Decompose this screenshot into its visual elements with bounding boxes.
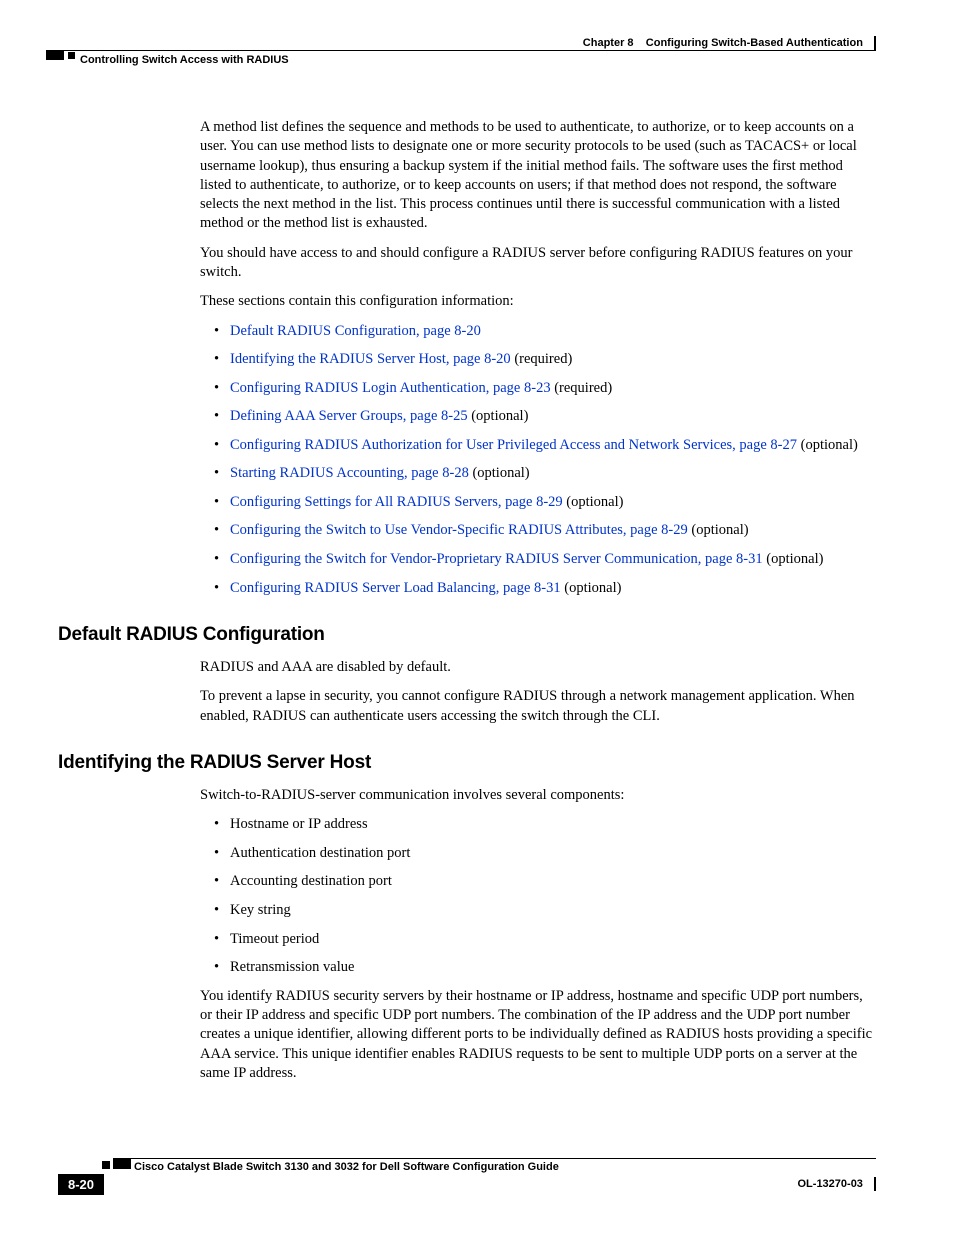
intro-paragraph-3: These sections contain this configuratio… <box>200 292 876 311</box>
toc-suffix: (optional) <box>561 580 622 596</box>
toc-item: Configuring Settings for All RADIUS Serv… <box>200 493 876 513</box>
sec2-p2: You identify RADIUS security servers by … <box>200 987 876 1083</box>
footer-rule-icon <box>874 1177 876 1191</box>
toc-item: Defining AAA Server Groups, page 8-25 (o… <box>200 407 876 427</box>
intro-paragraph-2: You should have access to and should con… <box>200 244 876 283</box>
toc-item: Configuring the Switch for Vendor-Propri… <box>200 550 876 570</box>
list-item: Authentication destination port <box>200 844 876 864</box>
section-heading-default-radius: Default RADIUS Configuration <box>58 624 876 646</box>
doc-id: OL-13270-03 <box>798 1177 877 1191</box>
doc-id-text: OL-13270-03 <box>798 1178 863 1190</box>
list-item: Timeout period <box>200 930 876 950</box>
toc-link[interactable]: Default RADIUS Configuration, page 8-20 <box>230 323 481 339</box>
components-list: Hostname or IP address Authentication de… <box>200 815 876 977</box>
list-item: Key string <box>200 901 876 921</box>
intro-paragraph-1: A method list defines the sequence and m… <box>200 118 876 234</box>
header-rule-icon <box>874 36 876 50</box>
section-heading-identifying-host: Identifying the RADIUS Server Host <box>58 752 876 774</box>
header-divider <box>46 50 876 51</box>
toc-link[interactable]: Configuring RADIUS Login Authentication,… <box>230 380 551 396</box>
toc-suffix: (optional) <box>763 551 824 567</box>
sec1-p1: RADIUS and AAA are disabled by default. <box>200 658 876 677</box>
toc-suffix: (optional) <box>797 437 858 453</box>
list-item: Hostname or IP address <box>200 815 876 835</box>
toc-link[interactable]: Configuring the Switch to Use Vendor-Spe… <box>230 522 688 538</box>
toc-item: Configuring RADIUS Server Load Balancing… <box>200 579 876 599</box>
toc-suffix: (required) <box>511 351 573 367</box>
toc-item: Starting RADIUS Accounting, page 8-28 (o… <box>200 464 876 484</box>
toc-link[interactable]: Configuring RADIUS Server Load Balancing… <box>230 580 561 596</box>
toc-item: Configuring RADIUS Authorization for Use… <box>200 436 876 456</box>
chapter-title: Configuring Switch-Based Authentication <box>646 37 863 49</box>
footer-book-title: Cisco Catalyst Blade Switch 3130 and 303… <box>134 1161 559 1173</box>
list-item: Accounting destination port <box>200 872 876 892</box>
toc-link[interactable]: Defining AAA Server Groups, page 8-25 <box>230 408 468 424</box>
toc-item: Configuring the Switch to Use Vendor-Spe… <box>200 521 876 541</box>
toc-link[interactable]: Starting RADIUS Accounting, page 8-28 <box>230 465 469 481</box>
toc-item: Default RADIUS Configuration, page 8-20 <box>200 322 876 342</box>
footer-divider <box>130 1158 876 1159</box>
toc-link[interactable]: Identifying the RADIUS Server Host, page… <box>230 351 511 367</box>
toc-suffix: (optional) <box>469 465 530 481</box>
page: Chapter 8 Configuring Switch-Based Authe… <box>0 0 954 1235</box>
running-header-right: Chapter 8 Configuring Switch-Based Authe… <box>583 36 876 50</box>
footer-marker-icon <box>102 1151 132 1169</box>
running-header-left: Controlling Switch Access with RADIUS <box>80 54 289 66</box>
toc-link[interactable]: Configuring Settings for All RADIUS Serv… <box>230 494 563 510</box>
toc-suffix: (optional) <box>563 494 624 510</box>
main-content: A method list defines the sequence and m… <box>200 118 876 1093</box>
toc-suffix: (optional) <box>688 522 749 538</box>
list-item: Retransmission value <box>200 958 876 978</box>
toc-item: Identifying the RADIUS Server Host, page… <box>200 350 876 370</box>
toc-list: Default RADIUS Configuration, page 8-20 … <box>200 322 876 599</box>
toc-link[interactable]: Configuring the Switch for Vendor-Propri… <box>230 551 763 567</box>
sec2-p1: Switch-to-RADIUS-server communication in… <box>200 786 876 805</box>
sec1-p2: To prevent a lapse in security, you cann… <box>200 687 876 726</box>
toc-suffix: (required) <box>551 380 613 396</box>
toc-item: Configuring RADIUS Login Authentication,… <box>200 379 876 399</box>
header-marker-icon <box>46 51 76 61</box>
page-number: 8-20 <box>58 1174 104 1195</box>
toc-suffix: (optional) <box>468 408 529 424</box>
toc-link[interactable]: Configuring RADIUS Authorization for Use… <box>230 437 797 453</box>
chapter-label: Chapter 8 <box>583 37 634 49</box>
